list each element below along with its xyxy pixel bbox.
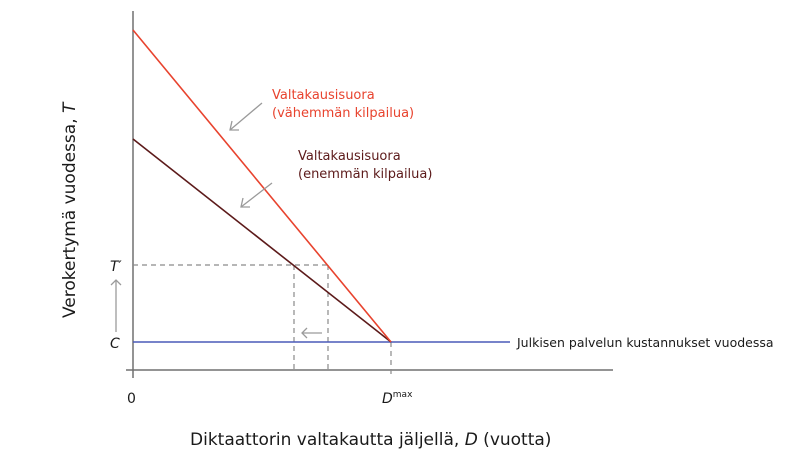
y-axis-title-main: Verokertymä vuodessa, xyxy=(60,113,80,318)
dark-line-label-1: Valtakausisuora xyxy=(298,149,401,164)
x-axis-title-unit: (vuotta) xyxy=(478,430,552,450)
x-tick-dmax: Dmax xyxy=(382,390,413,407)
y-axis-title-var: T xyxy=(60,101,80,113)
dark-line-label: Valtakausisuora (enemmän kilpailua) xyxy=(298,149,432,182)
x-axis-title-var: D xyxy=(465,430,478,450)
x-tick-dmax-sup: max xyxy=(393,390,413,400)
arrow-to-dark-line-icon xyxy=(240,182,273,208)
y-axis-title: Verokertymä vuodessa, T xyxy=(60,101,80,318)
red-line-label-2: (vähemmän kilpailua) xyxy=(272,106,414,121)
x-tick-origin: 0 xyxy=(127,391,136,407)
x-axis-title: Diktaattorin valtakautta jäljellä, D (vu… xyxy=(190,430,551,450)
dashed-guides xyxy=(133,264,392,376)
dark-line-label-2: (enemmän kilpailua) xyxy=(298,167,432,182)
y-tick-c: C xyxy=(110,336,120,352)
red-line-label-1: Valtakausisuora xyxy=(272,88,375,103)
arrow-up-icon xyxy=(110,279,122,332)
blue-line-label: Julkisen palvelun kustannukset vuodessa xyxy=(516,335,774,350)
dark-tenure-line xyxy=(132,138,392,343)
x-axis-title-main: Diktaattorin valtakautta jäljellä, xyxy=(190,430,465,450)
arrow-to-red-line-icon xyxy=(229,102,263,131)
arrow-left-icon xyxy=(301,327,322,339)
x-tick-dmax-base: D xyxy=(382,391,393,407)
y-tick-tprime: T′ xyxy=(110,259,123,275)
red-tenure-line xyxy=(132,29,392,343)
red-line-label: Valtakausisuora (vähemmän kilpailua) xyxy=(272,88,414,121)
